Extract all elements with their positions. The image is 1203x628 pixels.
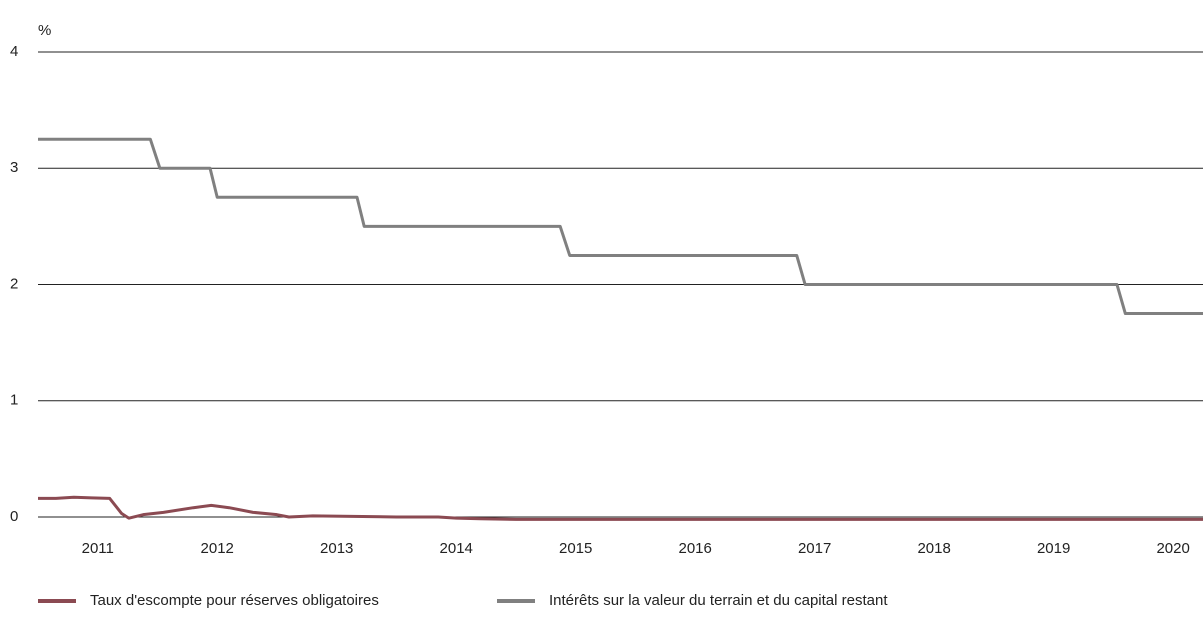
- x-tick-label: 2018: [917, 540, 950, 557]
- x-tick-label: 2013: [320, 540, 353, 557]
- x-tick-label: 2011: [82, 540, 114, 557]
- y-tick-label: 2: [10, 275, 18, 292]
- y-axis-unit: %: [38, 22, 51, 39]
- y-tick-label: 0: [10, 508, 18, 525]
- legend-label: Taux d'escompte pour réserves obligatoir…: [90, 592, 379, 609]
- x-tick-label: 2014: [440, 540, 473, 557]
- x-tick-label: 2016: [678, 540, 711, 557]
- y-tick-label: 4: [10, 43, 18, 60]
- legend-label: Intérêts sur la valeur du terrain et du …: [549, 592, 888, 609]
- y-tick-label: 1: [10, 392, 18, 409]
- x-tick-label: 2012: [201, 540, 234, 557]
- x-tick-label: 2017: [798, 540, 831, 557]
- x-tick-label: 2015: [559, 540, 592, 557]
- series-line: [38, 137, 1203, 316]
- x-tick-label: 2020: [1156, 540, 1189, 557]
- y-tick-label: 3: [10, 159, 18, 176]
- series-line: [38, 495, 1203, 521]
- x-tick-label: 2019: [1037, 540, 1070, 557]
